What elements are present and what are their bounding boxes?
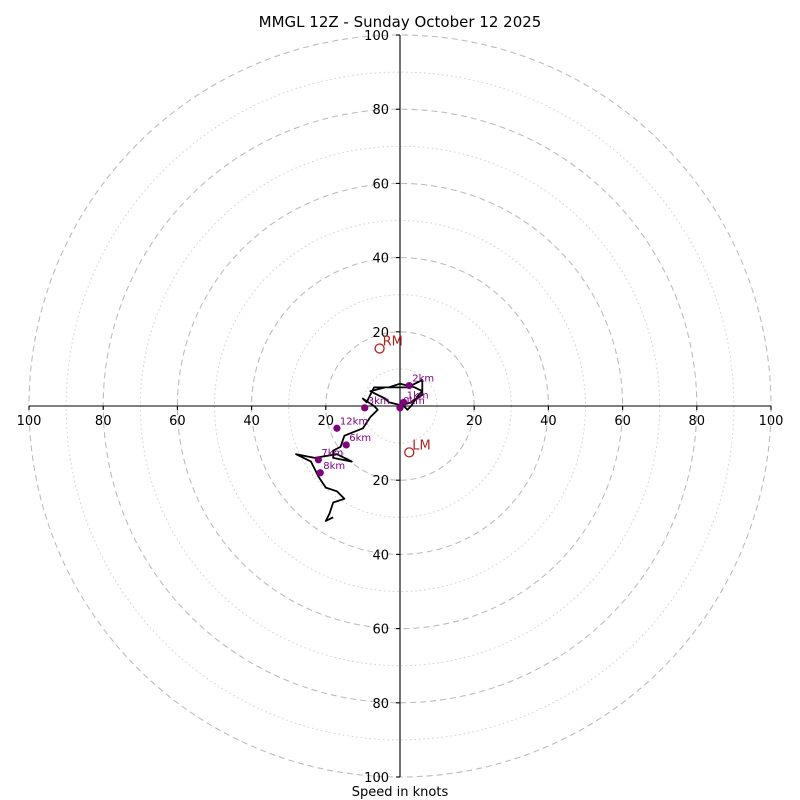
height-marker-3km (361, 404, 369, 412)
y-tick-label: 60 (372, 623, 389, 638)
y-tick-label: 100 (364, 29, 389, 44)
height-marker-8km (316, 469, 324, 477)
storm-motions: RM LM (374, 334, 431, 458)
x-tick-label: 80 (689, 414, 706, 429)
height-marker-12km (333, 424, 341, 432)
y-tick-label: 100 (364, 771, 389, 786)
storm-motion-marker-LM (404, 447, 415, 458)
y-tick-label: 40 (372, 548, 389, 563)
height-marker-label: 6km (349, 433, 371, 444)
y-tick-label: 60 (372, 177, 389, 192)
y-tick-label: 80 (372, 697, 389, 712)
chart-title: MMGL 12Z - Sunday October 12 2025 (259, 13, 542, 31)
height-marker-label: 12km (340, 416, 368, 427)
x-tick-label: 100 (759, 414, 784, 429)
x-tick-label: 60 (614, 414, 631, 429)
y-tick-label: 40 (372, 252, 389, 267)
tick-labels: 100 80 60 40 20 20 40 60 80 100 100 80 60 40 20 20 40 60 8… (17, 29, 784, 786)
y-tick-label: 20 (372, 326, 389, 341)
x-tick-label: 100 (17, 414, 42, 429)
storm-motion-marker-RM (374, 343, 385, 354)
x-tick-label: 40 (243, 414, 260, 429)
height-marker-1km (400, 398, 408, 406)
x-tick-label: 20 (318, 414, 335, 429)
height-marker-label: 3km (368, 396, 390, 407)
y-tick-label: 20 (372, 474, 389, 489)
height-marker-label: 8km (323, 461, 345, 472)
height-marker-0km (396, 404, 404, 412)
y-tick-label: 80 (372, 103, 389, 118)
height-marker-7km (314, 456, 322, 464)
height-marker-label: 7km (321, 448, 343, 459)
hodograph-line (295, 379, 424, 522)
height-marker-label: 0km (403, 396, 425, 407)
storm-motion-label: RM (383, 334, 403, 349)
height-marker-6km (342, 441, 350, 449)
x-axis-label: Speed in knots (352, 785, 449, 800)
hodograph-trace (295, 379, 424, 522)
height-marker-label: 1km (407, 390, 429, 401)
x-tick-label: 20 (466, 414, 483, 429)
x-tick-label: 80 (95, 414, 112, 429)
height-marker-2km (405, 381, 413, 390)
x-tick-label: 60 (169, 414, 186, 429)
storm-motion-label: LM (412, 438, 430, 453)
x-tick-label: 40 (540, 414, 557, 429)
height-marker-label: 2km (412, 374, 434, 385)
